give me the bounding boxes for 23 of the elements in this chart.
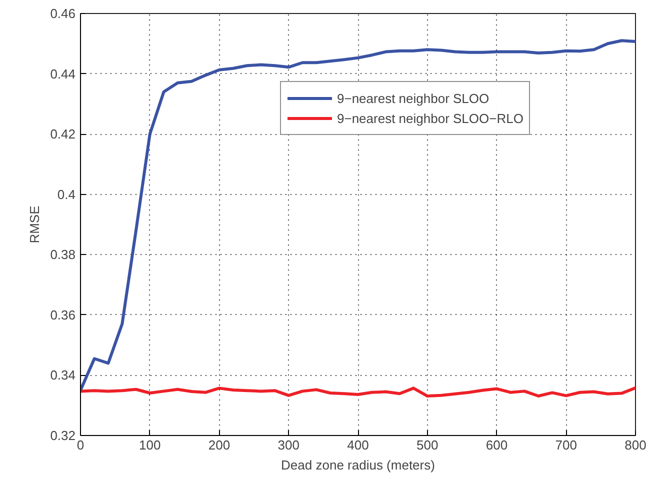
x-tick-label: 100	[139, 438, 161, 452]
legend-label: 9−nearest neighbor SLOO	[337, 90, 490, 106]
x-tick-label: 700	[555, 438, 577, 452]
x-tick-label: 800	[624, 438, 646, 452]
y-tick-label: 0.32	[50, 428, 76, 443]
y-tick-label: 0.36	[50, 307, 76, 322]
y-tick-label: 0.44	[50, 66, 76, 82]
x-tick-label: 300	[278, 438, 300, 452]
x-tick-label: 0	[76, 438, 84, 452]
y-tick-label: 0.38	[50, 247, 76, 262]
legend-label: 9−nearest neighbor SLOO−RLO	[337, 110, 524, 126]
line-series	[80, 39, 636, 392]
x-tick-label: 400	[347, 438, 369, 452]
y-axis-title: RMSE	[27, 205, 42, 244]
y-tick-label: 0.42	[50, 126, 76, 142]
x-tick-label: 600	[486, 438, 508, 452]
y-tick-label: 0.46	[50, 6, 76, 21]
x-tick-label: 500	[416, 438, 438, 452]
x-axis-title: Dead zone radius (meters)	[281, 458, 435, 472]
line-series	[80, 386, 636, 398]
x-tick-label: 200	[208, 438, 230, 452]
y-tick-label: 0.4	[57, 186, 76, 202]
y-tick-label: 0.34	[50, 368, 76, 383]
